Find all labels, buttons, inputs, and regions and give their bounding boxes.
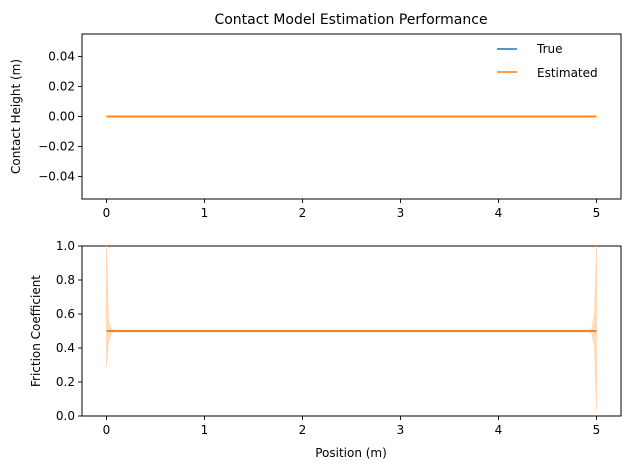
legend-label-true: True: [536, 42, 563, 56]
legend-label-estimated: Estimated: [537, 66, 598, 80]
friction-coefficient-subplot: 0 1 2 3 4 5 0.0 0.2 0.4 0.6 0.8 1.0 Position (m) F…: [29, 239, 622, 460]
y-tick-label: 0.04: [48, 50, 75, 64]
y-tick-label: 0.8: [56, 273, 75, 287]
x-tick-label: 3: [397, 206, 405, 220]
x-tick-label: 2: [299, 423, 307, 437]
y-tick-label: 1.0: [56, 239, 75, 253]
plot-area: [81, 245, 622, 417]
x-tick-label: 4: [495, 206, 503, 220]
x-tick-label: 4: [495, 423, 503, 437]
x-tick-label: 3: [397, 423, 405, 437]
x-tick-label: 5: [593, 206, 601, 220]
y-tick-label: 0.6: [56, 307, 75, 321]
x-tick-label: 1: [201, 423, 209, 437]
y-tick-label: 0.02: [48, 80, 75, 94]
y-axis-label: Contact Height (m): [9, 59, 23, 174]
x-tick-label: 2: [299, 206, 307, 220]
y-tick-label: 0.00: [48, 110, 75, 124]
y-axis-label: Friction Coefficient: [29, 275, 43, 387]
legend: True Estimated: [497, 42, 598, 80]
x-tick-label: 1: [201, 206, 209, 220]
y-tick-label: 0.2: [56, 375, 75, 389]
uncertainty-band: [106, 245, 597, 411]
x-tick-label: 0: [103, 423, 111, 437]
x-axis-label: Position (m): [315, 446, 387, 460]
y-tick-label: −0.02: [38, 140, 75, 154]
contact-height-subplot: Contact Model Estimation Performance 0 1 2…: [9, 12, 622, 220]
x-tick-label: 5: [593, 423, 601, 437]
x-tick-label: 0: [103, 206, 111, 220]
y-tick-label: −0.04: [38, 170, 75, 184]
y-tick-label: 0.4: [56, 341, 75, 355]
chart-title: Contact Model Estimation Performance: [214, 12, 487, 28]
y-tick-label: 0.0: [56, 409, 75, 423]
